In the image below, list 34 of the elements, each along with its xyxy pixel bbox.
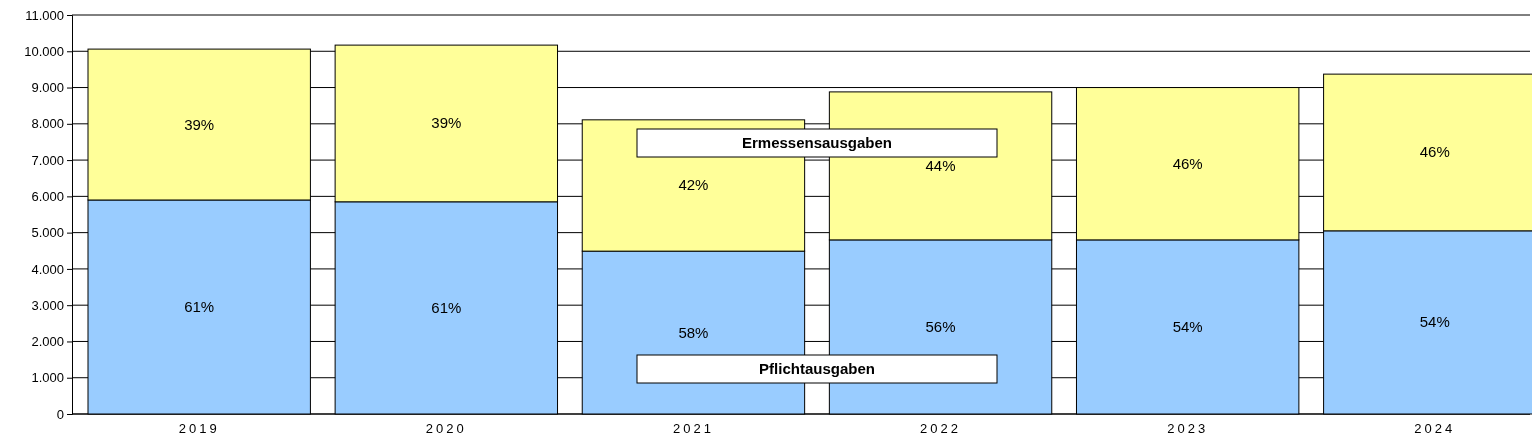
annotation: 39% xyxy=(431,114,462,132)
series-label: Pflichtausgaben xyxy=(759,360,875,377)
x-tick-label: 2021 xyxy=(672,420,714,436)
y-tick-label: 3.000 xyxy=(31,297,64,313)
annotation: 54% xyxy=(1172,317,1203,335)
text-box: Ermessensausgaben xyxy=(636,128,998,158)
annotation: 44% xyxy=(925,156,956,174)
y-tick-label: 8.000 xyxy=(31,116,64,132)
annotation: 58% xyxy=(678,323,709,341)
annotation: 61% xyxy=(431,298,462,316)
annotation: 46% xyxy=(1419,143,1450,161)
annotation: 54% xyxy=(1419,313,1450,331)
annotation: 46% xyxy=(1172,154,1203,172)
series-label: Ermessensausgaben xyxy=(741,134,893,151)
y-tick-label: 6.000 xyxy=(31,189,64,205)
text-box: Pflichtausgaben xyxy=(636,354,998,384)
x-tick-label: 2020 xyxy=(425,420,467,436)
annotation: 39% xyxy=(184,115,215,133)
annotation: 56% xyxy=(925,317,956,335)
y-tick-label: 10.000 xyxy=(24,43,64,59)
x-tick-label: 2022 xyxy=(920,420,962,436)
y-tick-label: 11.000 xyxy=(25,7,64,23)
y-tick-label: 4.000 xyxy=(31,261,64,277)
y-tick-label: 2.000 xyxy=(31,334,64,350)
annotation: 61% xyxy=(184,298,215,315)
y-tick-label: 1.000 xyxy=(31,370,64,386)
y-tick-label: 5.000 xyxy=(31,225,64,241)
annotation: 42% xyxy=(678,176,709,194)
y-tick-label: 0 xyxy=(56,406,64,422)
x-tick-label: 2024 xyxy=(1414,420,1456,436)
y-tick-label: 7.000 xyxy=(31,152,64,168)
x-tick-label: 2019 xyxy=(178,420,220,436)
x-tick-label: 2023 xyxy=(1167,420,1209,436)
y-tick-label: 9.000 xyxy=(31,80,64,96)
